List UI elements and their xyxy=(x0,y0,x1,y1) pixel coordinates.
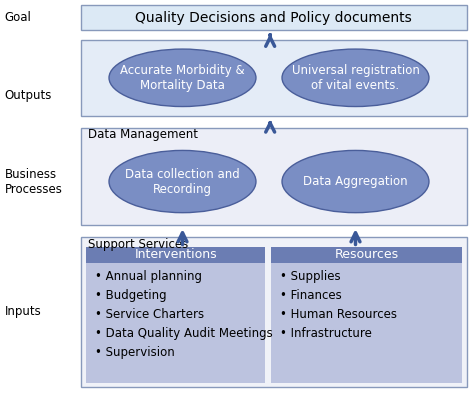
Text: Support Services: Support Services xyxy=(88,238,188,251)
Text: Goal: Goal xyxy=(5,12,32,24)
Text: Business
Processes: Business Processes xyxy=(5,168,63,196)
Ellipse shape xyxy=(282,150,429,213)
Text: Data Aggregation: Data Aggregation xyxy=(303,175,408,188)
FancyBboxPatch shape xyxy=(81,40,467,116)
Text: Data Management: Data Management xyxy=(88,128,198,140)
FancyBboxPatch shape xyxy=(86,247,265,263)
Text: • Annual planning
• Budgeting
• Service Charters
• Data Quality Audit Meetings
•: • Annual planning • Budgeting • Service … xyxy=(95,270,273,359)
Text: Universal registration
of vital events.: Universal registration of vital events. xyxy=(292,64,419,92)
Ellipse shape xyxy=(282,49,429,107)
FancyBboxPatch shape xyxy=(86,263,265,383)
Text: Outputs: Outputs xyxy=(5,89,52,102)
FancyBboxPatch shape xyxy=(271,247,462,263)
Text: • Supplies
• Finances
• Human Resources
• Infrastructure: • Supplies • Finances • Human Resources … xyxy=(280,270,397,340)
Text: Data collection and
Recording: Data collection and Recording xyxy=(125,168,240,196)
Text: Resources: Resources xyxy=(334,249,399,261)
Text: Quality Decisions and Policy documents: Quality Decisions and Policy documents xyxy=(136,10,412,25)
FancyBboxPatch shape xyxy=(81,128,467,225)
Text: Interventions: Interventions xyxy=(135,249,217,261)
FancyBboxPatch shape xyxy=(81,5,467,30)
Ellipse shape xyxy=(109,150,256,213)
Text: Inputs: Inputs xyxy=(5,305,42,318)
Ellipse shape xyxy=(109,49,256,107)
FancyBboxPatch shape xyxy=(81,237,467,387)
Text: Accurate Morbidity &
Mortality Data: Accurate Morbidity & Mortality Data xyxy=(120,64,245,92)
FancyBboxPatch shape xyxy=(271,263,462,383)
